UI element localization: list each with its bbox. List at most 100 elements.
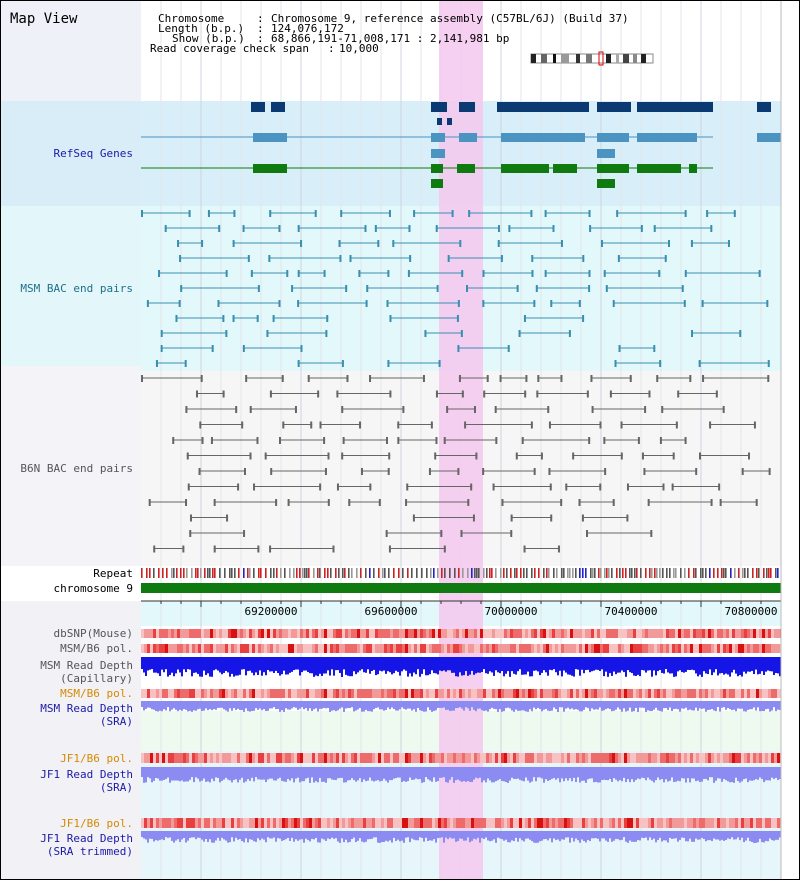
pol-cell: [276, 629, 279, 638]
depth-bar: [607, 831, 609, 842]
depth-bar: [171, 767, 173, 781]
pol-cell: [252, 818, 255, 828]
bac-end-mark: [359, 421, 362, 429]
depth-bar: [187, 767, 189, 782]
depth-bar: [493, 657, 495, 676]
depth-bar: [561, 701, 563, 708]
pol-cell: [435, 644, 438, 653]
pol-cell: [273, 753, 276, 763]
pol-cell: [432, 818, 435, 828]
bac-end-mark: [270, 468, 273, 475]
pol-cell: [441, 818, 444, 828]
repeat-element: [444, 568, 446, 578]
ideogram-band: [531, 54, 536, 63]
repeat-element: [523, 568, 525, 578]
pol-cell: [312, 644, 315, 653]
gene-exon: [597, 179, 615, 188]
repeat-element: [645, 568, 647, 578]
pol-cell: [462, 644, 465, 653]
depth-bar: [195, 657, 197, 673]
pol-cell: [396, 629, 399, 638]
depth-bar: [585, 767, 587, 783]
pol-cell: [732, 753, 735, 763]
depth-bar: [151, 701, 153, 710]
pol-cell: [654, 818, 657, 828]
depth-bar: [187, 657, 189, 670]
depth-bar: [729, 767, 731, 783]
depth-bar: [229, 657, 231, 677]
depth-bar: [755, 767, 757, 780]
depth-bar: [429, 767, 431, 781]
pol-cell: [342, 644, 345, 653]
depth-bar: [599, 657, 601, 671]
bac-end-mark: [612, 300, 615, 307]
depth-bar: [351, 767, 353, 779]
pol-cell: [660, 629, 663, 638]
bac-end-mark: [681, 285, 684, 292]
pol-cell: [714, 644, 717, 653]
pol-cell: [519, 818, 522, 828]
pol-cell: [225, 644, 228, 653]
depth-bar: [145, 831, 147, 840]
depth-bar: [399, 767, 401, 778]
depth-bar: [225, 657, 227, 672]
pol-cell: [357, 818, 360, 828]
pol-cell: [627, 689, 630, 698]
repeat-element: [766, 568, 768, 578]
bac-end-mark: [408, 225, 411, 232]
depth-bar: [391, 701, 393, 708]
pol-cell: [285, 629, 288, 638]
depth-bar: [171, 831, 173, 841]
depth-bar: [335, 701, 337, 712]
depth-bar: [359, 657, 361, 671]
bac-end-mark: [225, 270, 228, 277]
pol-cell: [705, 753, 708, 763]
depth-bar: [331, 831, 333, 838]
bac-end-mark: [405, 499, 408, 506]
pol-cell: [219, 753, 222, 763]
pol-cell: [231, 629, 234, 638]
depth-bar: [251, 831, 253, 840]
pol-cell: [510, 689, 513, 698]
pol-cell: [180, 689, 183, 698]
pol-cell: [444, 818, 447, 828]
repeat-element: [506, 568, 508, 578]
repeat-element: [738, 568, 740, 578]
repeat-element: [437, 568, 439, 578]
pol-cell: [684, 629, 687, 638]
depth-bar: [505, 701, 507, 709]
pol-cell: [534, 753, 537, 763]
pol-cell: [771, 629, 774, 638]
depth-bar: [513, 767, 515, 779]
depth-bar: [771, 831, 773, 841]
pol-cell: [495, 818, 498, 828]
depth-bar: [193, 701, 195, 711]
depth-bar: [713, 767, 715, 783]
pol-cell: [153, 818, 156, 828]
bac-end-mark: [637, 437, 640, 444]
bac-end-mark: [582, 255, 585, 262]
pol-cell: [381, 689, 384, 698]
repeat-element: [489, 568, 491, 578]
depth-bar: [211, 767, 213, 779]
pol-cell: [426, 689, 429, 698]
repeat-element: [356, 568, 358, 578]
pol-cell: [744, 818, 747, 828]
depth-bar: [743, 831, 745, 843]
pol-cell: [312, 689, 315, 698]
pol-cell: [666, 818, 669, 828]
bac-end-mark: [557, 545, 560, 553]
pol-cell: [150, 689, 153, 698]
depth-bar: [201, 767, 203, 781]
bac-end-mark: [287, 499, 290, 506]
depth-bar: [249, 657, 251, 671]
depth-bar: [527, 831, 529, 839]
repeat-element: [503, 568, 505, 578]
pol-cell: [180, 629, 183, 638]
depth-bar: [701, 767, 703, 782]
bac-end-mark: [146, 300, 149, 307]
pol-cell: [603, 753, 606, 763]
pol-cell: [687, 629, 690, 638]
bac-end-mark: [600, 240, 603, 247]
